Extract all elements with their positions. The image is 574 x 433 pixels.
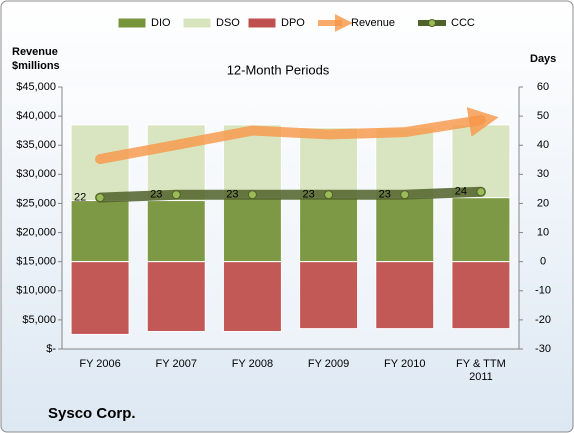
bar: [375, 127, 435, 199]
bar: [146, 200, 206, 263]
y2-tick-label: -30: [535, 343, 551, 355]
bar: [375, 197, 435, 263]
y2-tick-label: 50: [537, 110, 549, 122]
data-label: 23: [150, 189, 162, 201]
ccc-point: [95, 193, 105, 203]
y2-tick-label: 10: [537, 226, 549, 238]
x-tick-label: FY 2006: [79, 358, 121, 370]
y-tick-label: $30,000: [16, 168, 56, 180]
y-tick-label: $45,000: [16, 81, 56, 93]
data-label: 23: [379, 189, 391, 201]
revenue-arrow: [95, 107, 499, 165]
ccc-point: [171, 190, 181, 200]
legend-label: CCC: [451, 17, 475, 29]
y2-tick-label: 30: [537, 168, 549, 180]
y-tick-label: $40,000: [16, 110, 56, 122]
y2-axis-label: Days: [530, 53, 556, 65]
chart-title: 12-Month Periods: [227, 62, 330, 77]
legend-swatch: [182, 17, 212, 29]
y2-tick-label: -10: [535, 285, 551, 297]
bar: [222, 261, 282, 333]
bar: [299, 261, 359, 330]
y2-tick-label: 40: [537, 139, 549, 151]
bar: [451, 261, 511, 330]
bar: [70, 261, 130, 335]
data-label: 22: [74, 192, 86, 204]
y-tick-label: $5,000: [22, 314, 56, 326]
y-tick-label: $35,000: [16, 139, 56, 151]
ccc-point: [324, 190, 334, 200]
x-tick-label: FY 2009: [307, 358, 350, 370]
x-tick-label: FY 2010: [384, 358, 426, 370]
y-axis-label: $millions: [12, 60, 60, 72]
y-tick-label: $20,000: [16, 226, 56, 238]
bar: [451, 197, 511, 263]
legend-swatch: [117, 17, 147, 29]
legend-swatch: [428, 19, 436, 27]
y2-tick-label: 60: [537, 81, 549, 93]
data-label: 23: [302, 189, 314, 201]
legend-label: DIO: [151, 17, 171, 29]
bar: [299, 197, 359, 263]
x-tick-label: FY & TTM 2011: [456, 358, 506, 383]
legend-label: DSO: [216, 17, 240, 29]
y-tick-label: $25,000: [16, 197, 56, 209]
y2-tick-label: -20: [535, 314, 551, 326]
x-tick-label: FY 2008: [231, 358, 274, 370]
legend-label: Revenue: [351, 17, 395, 29]
bar: [222, 197, 282, 263]
ccc-line: [95, 186, 486, 203]
ccc-point: [247, 190, 257, 200]
y-tick-label: $15,000: [16, 256, 56, 268]
bar: [70, 200, 130, 263]
footer: Sysco Corp.: [48, 405, 136, 422]
bar: [375, 261, 435, 330]
bar: [146, 261, 206, 333]
data-label: 24: [455, 186, 467, 198]
y2-tick-label: 0: [540, 256, 546, 268]
ccc-point: [400, 190, 410, 200]
y-tick-label: $-: [46, 343, 56, 355]
y-tick-label: $10,000: [16, 285, 56, 297]
y-axis-label: Revenue: [12, 46, 58, 58]
y2-tick-label: 20: [537, 197, 549, 209]
legend-swatch: [247, 17, 277, 29]
data-label: 23: [226, 189, 238, 201]
legend-label: DPO: [281, 17, 305, 29]
x-tick-label: FY 2007: [155, 358, 197, 370]
ccc-point: [476, 187, 486, 197]
